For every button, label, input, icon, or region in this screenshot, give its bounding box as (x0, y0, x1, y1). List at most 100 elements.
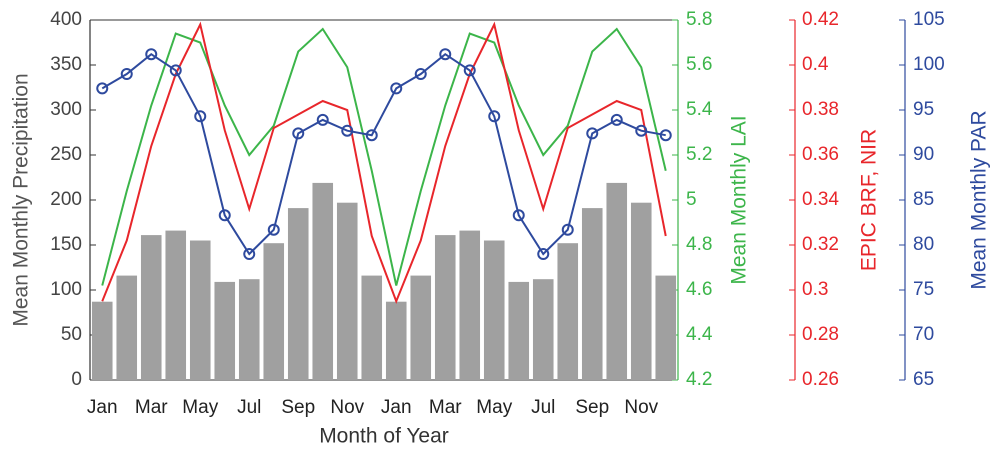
y4-tick-label: 105 (913, 9, 945, 30)
y4-tick-label: 80 (913, 234, 934, 255)
bar (361, 275, 383, 380)
marker (316, 113, 329, 126)
y3-tick-label: 0.36 (802, 144, 839, 165)
line (101, 21, 667, 305)
y4-tick-label: 95 (913, 99, 934, 120)
marker (512, 209, 525, 222)
marker (439, 48, 452, 61)
bar (189, 240, 211, 380)
bar (483, 240, 505, 380)
x-tick-label: Sep (575, 397, 609, 418)
bar (238, 279, 260, 380)
y3-tick-label: 0.32 (802, 234, 839, 255)
y2-tick-label: 5.2 (686, 144, 712, 165)
y2-tick-label: 5.6 (686, 54, 712, 75)
y-tick-label: 300 (50, 99, 82, 120)
y2-tick-label: 4.2 (686, 369, 712, 390)
marker (635, 124, 648, 137)
marker (218, 209, 231, 222)
x-tick-label: Jul (237, 397, 261, 418)
bar (557, 243, 579, 380)
bar (140, 235, 162, 380)
y3-tick-label: 0.38 (802, 99, 839, 120)
y-tick-label: 100 (50, 279, 82, 300)
bar (165, 230, 187, 380)
marker (610, 113, 623, 126)
y3-tick-label: 0.3 (802, 279, 828, 300)
y-tick-label: 250 (50, 144, 82, 165)
marker (561, 223, 574, 236)
y2-tick-label: 4.6 (686, 279, 712, 300)
y-tick-label: 50 (61, 324, 82, 345)
marker (463, 64, 476, 77)
marker (537, 248, 550, 260)
y3-tick-label: 0.42 (802, 9, 839, 30)
bar (287, 208, 309, 380)
bar (434, 235, 456, 380)
y3-tick-label: 0.28 (802, 324, 839, 345)
y2-tick-label: 5.8 (686, 9, 712, 30)
bar (606, 182, 628, 380)
y-tick-label: 0 (71, 369, 82, 390)
marker (390, 82, 403, 95)
bar (263, 243, 285, 380)
y4-tick-label: 75 (913, 279, 934, 300)
y4-tick-label: 70 (913, 324, 934, 345)
x-tick-label: Jul (531, 397, 555, 418)
marker (488, 110, 501, 123)
x-tick-label: Sep (281, 397, 315, 418)
line (101, 52, 666, 256)
y4-tick-label: 85 (913, 189, 934, 210)
marker (414, 68, 427, 80)
marker (267, 223, 280, 236)
marker (292, 127, 305, 140)
x-tick-label: Jan (381, 397, 412, 418)
marker (243, 248, 256, 260)
bar (385, 301, 407, 380)
y-axis-label: Mean Monthly Precipitation (10, 73, 33, 326)
y2-tick-label: 5.4 (686, 99, 713, 120)
y3-tick-label: 0.4 (802, 54, 829, 75)
y-tick-label: 200 (50, 189, 82, 210)
marker (145, 48, 158, 61)
bar (214, 281, 236, 380)
marker (341, 124, 354, 137)
bar (630, 202, 652, 380)
y2-tick-label: 5 (686, 189, 697, 210)
y3-axis-label: EPIC BRF, NIR (858, 129, 881, 271)
y4-tick-label: 65 (913, 369, 934, 390)
x-tick-label: Mar (135, 397, 168, 418)
y4-tick-label: 100 (913, 54, 945, 75)
bar (410, 275, 432, 380)
marker (169, 64, 182, 77)
marker (120, 68, 133, 80)
y-tick-label: 350 (50, 54, 82, 75)
marker (194, 110, 207, 123)
marker (586, 127, 599, 140)
y2-tick-label: 4.4 (686, 324, 713, 345)
bar (459, 230, 481, 380)
bar (336, 202, 358, 380)
bar (91, 301, 113, 380)
bar (581, 208, 603, 380)
y-tick-label: 150 (50, 234, 82, 255)
y3-tick-label: 0.26 (802, 369, 839, 390)
y2-tick-label: 4.8 (686, 234, 712, 255)
marker (365, 129, 378, 142)
line (101, 27, 667, 286)
bar (312, 182, 334, 380)
x-tick-label: Nov (624, 397, 658, 418)
y-tick-label: 400 (50, 9, 82, 30)
x-tick-label: Mar (429, 397, 462, 418)
bar (508, 281, 530, 380)
y4-tick-label: 90 (913, 144, 934, 165)
x-tick-label: Nov (330, 397, 364, 418)
bar (532, 279, 554, 380)
y4-axis-label: Mean Monthly PAR (968, 110, 991, 289)
x-axis-label: Month of Year (319, 425, 449, 448)
marker (96, 82, 109, 95)
x-tick-label: May (182, 397, 218, 418)
x-tick-label: Jan (87, 397, 118, 418)
marker (659, 129, 672, 142)
